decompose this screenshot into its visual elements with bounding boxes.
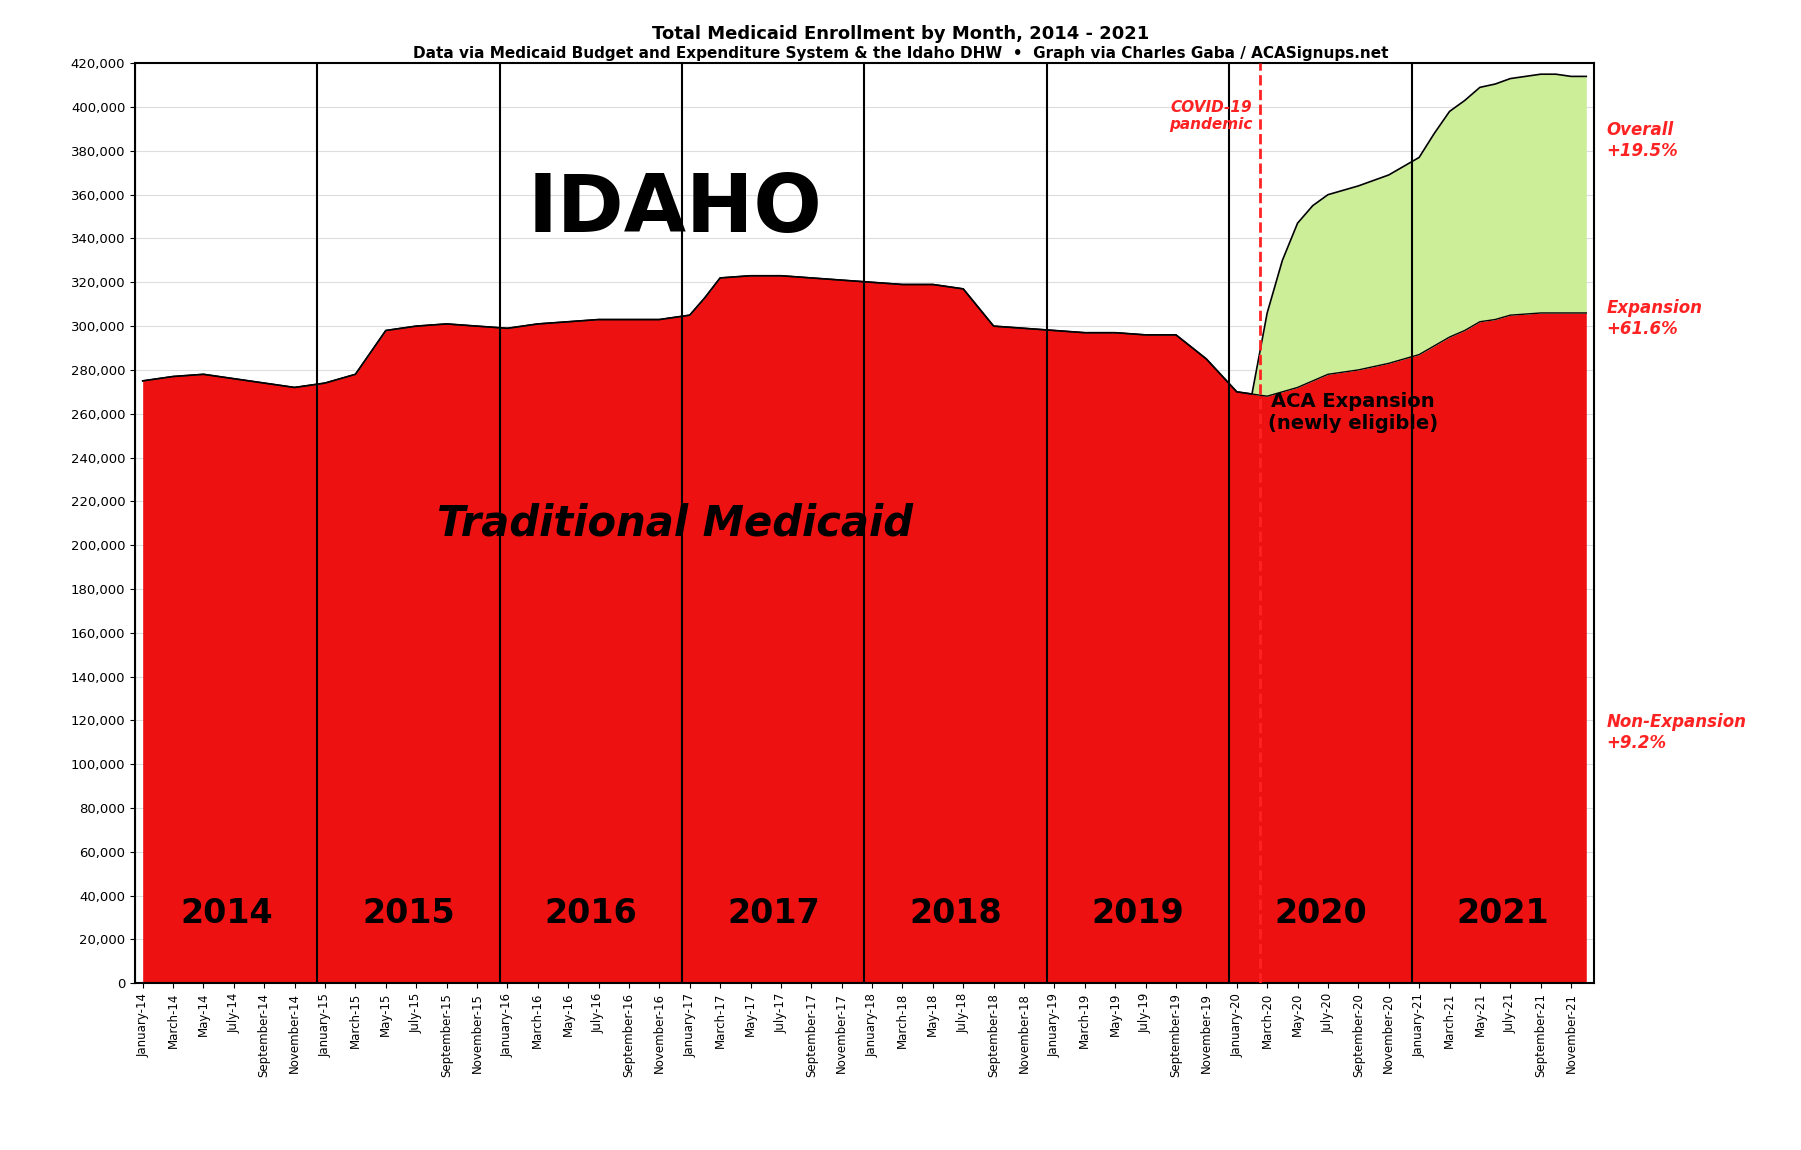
Text: 2019: 2019 — [1091, 897, 1185, 929]
Text: 2018: 2018 — [910, 897, 1001, 929]
Text: 2017: 2017 — [728, 897, 819, 929]
Text: Expansion
+61.6%: Expansion +61.6% — [1606, 299, 1702, 338]
Text: Data via Medicaid Budget and Expenditure System & the Idaho DHW  •  Graph via Ch: Data via Medicaid Budget and Expenditure… — [412, 46, 1389, 61]
Text: 2016: 2016 — [544, 897, 638, 929]
Text: Non-Expansion
+9.2%: Non-Expansion +9.2% — [1606, 713, 1747, 752]
Text: IDAHO: IDAHO — [528, 171, 823, 250]
Text: Traditional Medicaid: Traditional Medicaid — [438, 503, 913, 544]
Text: COVID-19
pandemic: COVID-19 pandemic — [1169, 100, 1252, 132]
Text: 2015: 2015 — [362, 897, 456, 929]
Text: Total Medicaid Enrollment by Month, 2014 - 2021: Total Medicaid Enrollment by Month, 2014… — [652, 25, 1149, 44]
Text: Overall
+19.5%: Overall +19.5% — [1606, 121, 1679, 160]
Text: ACA Expansion
(newly eligible): ACA Expansion (newly eligible) — [1268, 392, 1439, 434]
Text: 2020: 2020 — [1273, 897, 1367, 929]
Text: 2021: 2021 — [1457, 897, 1549, 929]
Text: 2014: 2014 — [180, 897, 272, 929]
